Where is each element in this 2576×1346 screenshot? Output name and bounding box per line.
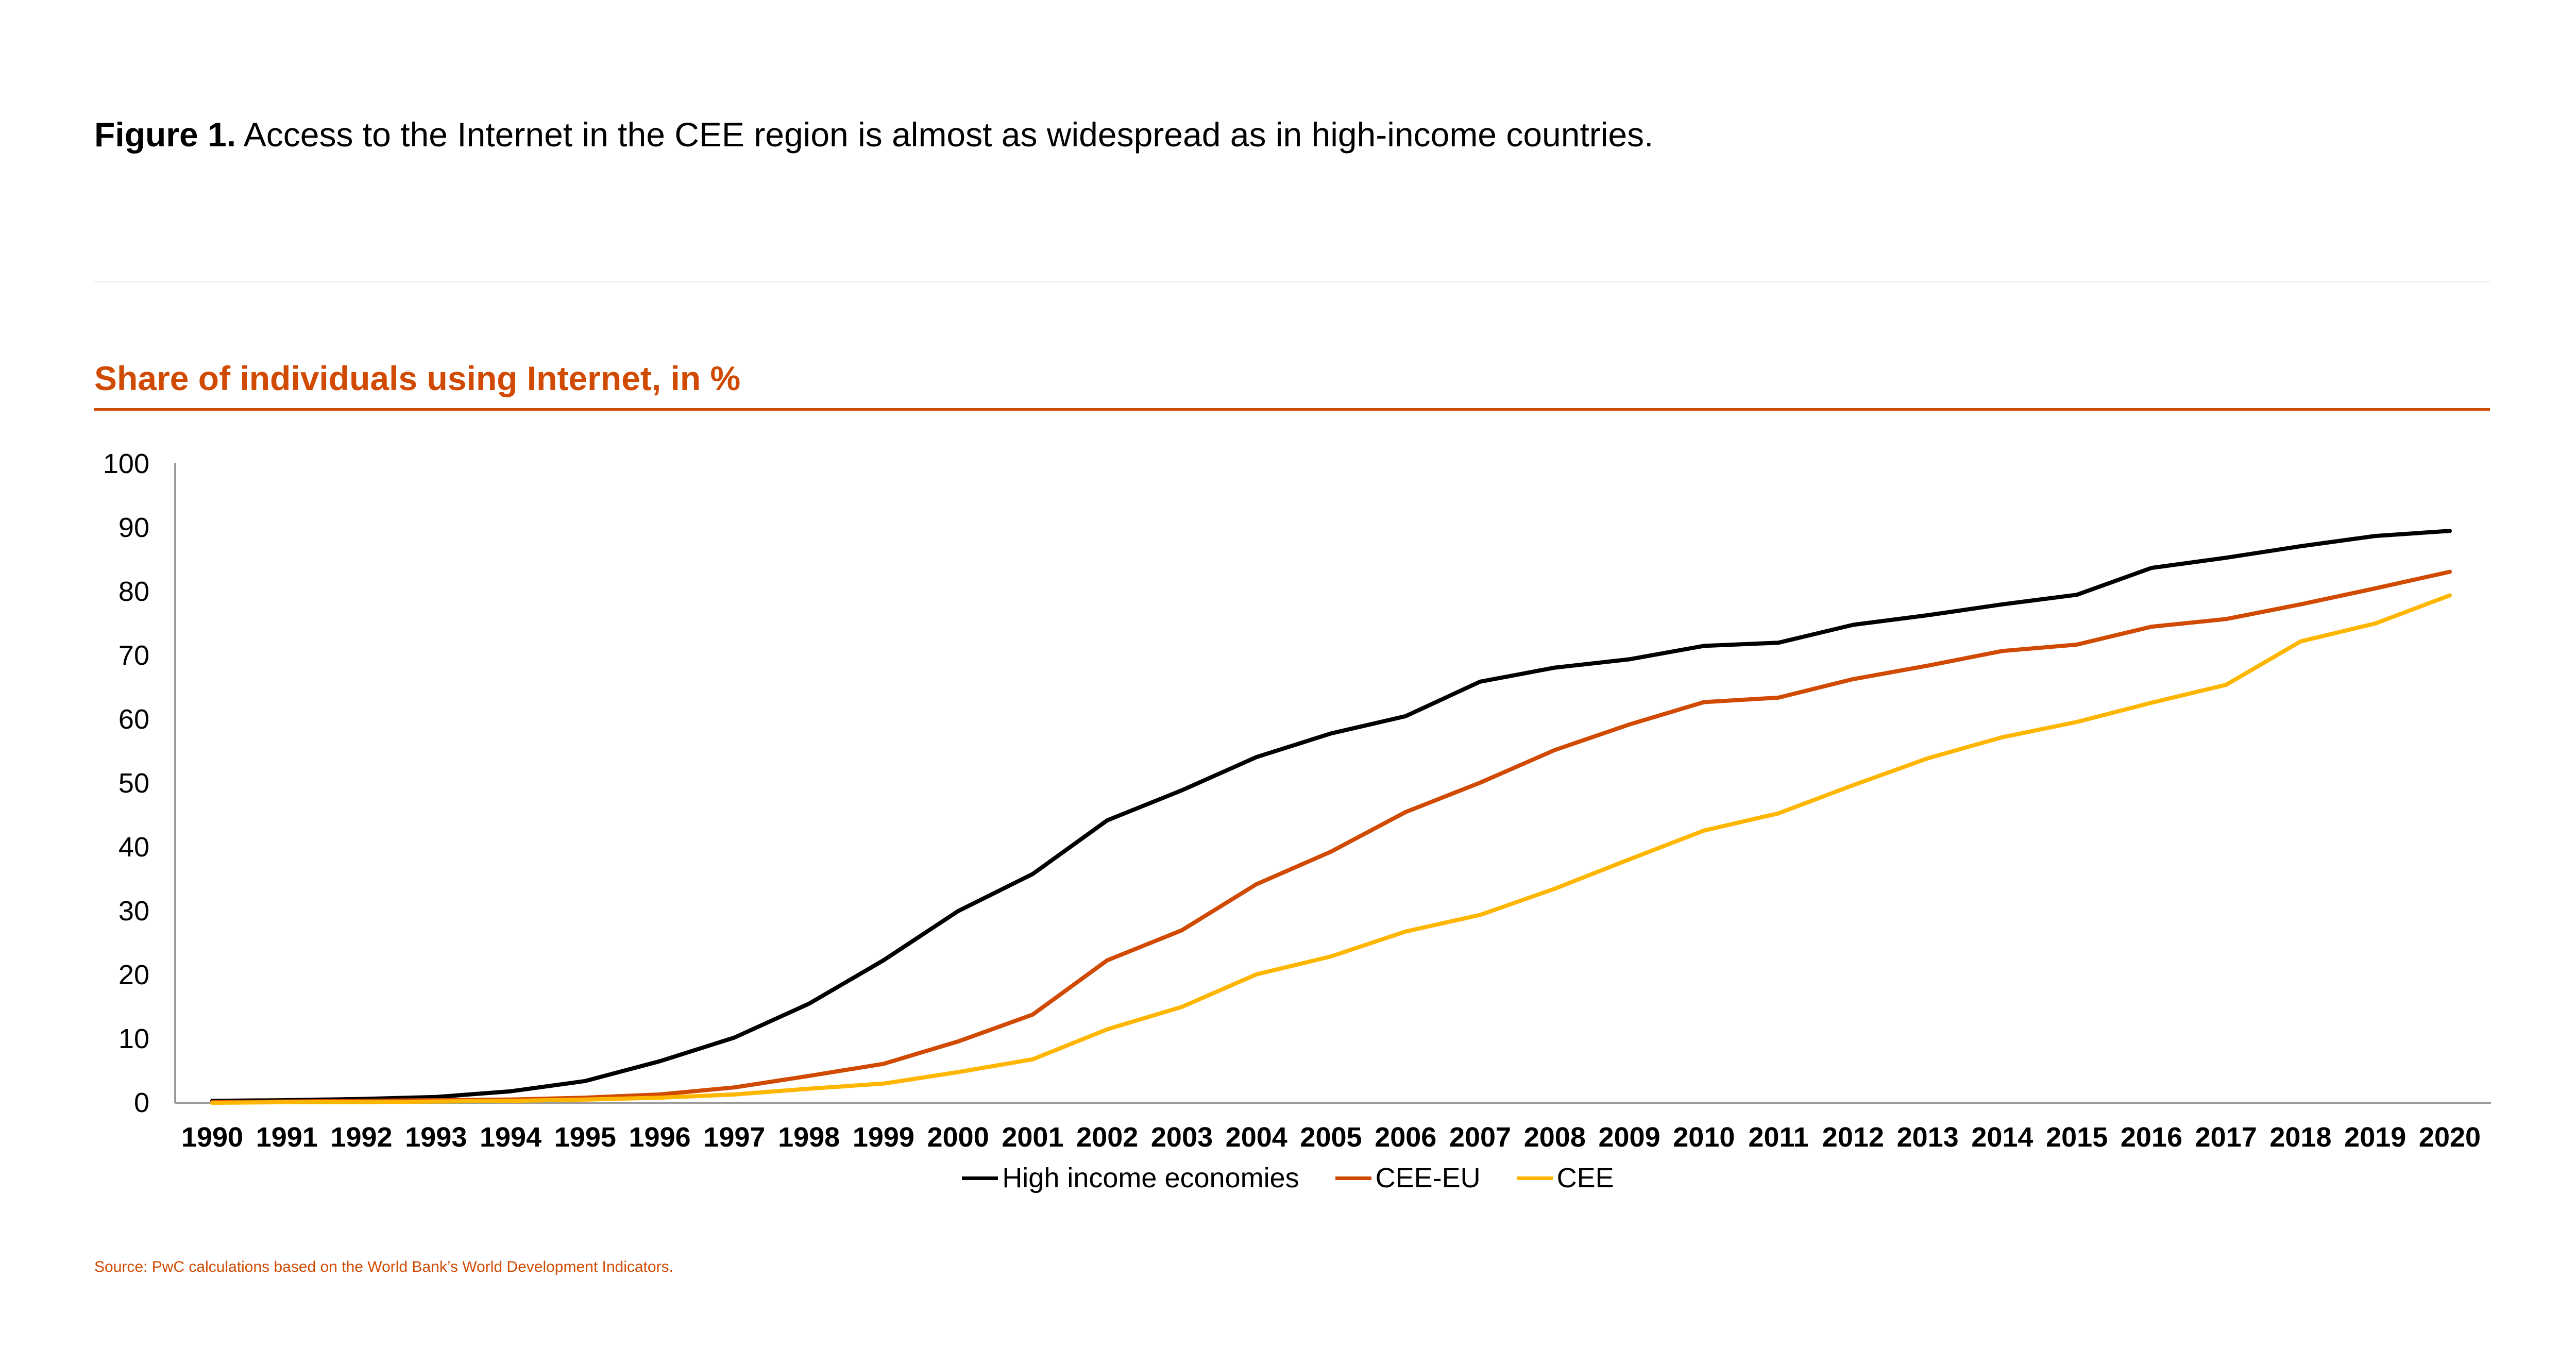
- chart-axes: [174, 463, 2491, 1104]
- x-tick-label: 2017: [2195, 1122, 2257, 1153]
- x-tick-label: 2016: [2121, 1122, 2182, 1153]
- x-tick-label: 2009: [1598, 1122, 1660, 1153]
- x-tick-label: 2003: [1151, 1122, 1213, 1153]
- legend-swatch: [1335, 1176, 1371, 1180]
- legend-label: CEE: [1556, 1163, 1614, 1193]
- x-tick-label: 1997: [703, 1122, 765, 1153]
- legend-swatch: [1516, 1176, 1553, 1180]
- series-line-cee-eu: [210, 569, 2452, 1104]
- x-tick-label: 1992: [330, 1122, 392, 1153]
- x-tick-label: 2011: [1749, 1122, 1809, 1153]
- x-tick-label: 2007: [1449, 1122, 1511, 1153]
- x-tick-label: 1998: [778, 1122, 840, 1153]
- title-underline: [94, 408, 2490, 411]
- x-tick-label: 1999: [853, 1122, 914, 1153]
- chart-legend: High income economies CEE-EU CEE: [0, 1162, 2576, 1194]
- x-tick-label: 2019: [2344, 1122, 2406, 1153]
- y-tick-label: 60: [118, 704, 149, 735]
- y-tick-label: 40: [118, 832, 149, 863]
- x-tick-label: 2012: [1822, 1122, 1884, 1153]
- x-tick-label: 2010: [1673, 1122, 1735, 1153]
- source-note: Source: PwC calculations based on the Wo…: [94, 1258, 673, 1275]
- x-tick-label: 1993: [405, 1122, 467, 1153]
- y-axis-ticks: 0 10 20 30 40 50 60 70 80 90 100: [103, 448, 149, 1118]
- y-tick-label: 10: [118, 1023, 149, 1054]
- figure-label: Figure 1.: [94, 115, 236, 154]
- chart-title: Share of individuals using Internet, in …: [94, 359, 741, 397]
- x-tick-label: 2018: [2269, 1122, 2331, 1153]
- series-line-high-income-economies: [210, 529, 2452, 1103]
- y-tick-label: 80: [118, 576, 149, 607]
- x-tick-label: 2013: [1897, 1122, 1959, 1153]
- legend-label: CEE-EU: [1375, 1163, 1481, 1193]
- y-tick-label: 50: [118, 768, 149, 799]
- x-tick-label: 2000: [927, 1122, 989, 1153]
- x-tick-label: 1994: [480, 1122, 541, 1153]
- legend-item: CEE: [1516, 1162, 1614, 1194]
- x-tick-label: 2001: [1002, 1122, 1063, 1153]
- x-tick-label: 2006: [1375, 1122, 1436, 1153]
- x-tick-label: 1991: [256, 1122, 318, 1153]
- x-tick-label: 2004: [1226, 1122, 1287, 1153]
- y-tick-label: 100: [103, 448, 149, 479]
- y-tick-label: 20: [118, 960, 149, 990]
- x-tick-label: 2015: [2046, 1122, 2108, 1153]
- y-tick-label: 30: [118, 896, 149, 927]
- x-tick-label: 1996: [629, 1122, 691, 1153]
- x-tick-label: 2014: [1971, 1122, 2033, 1153]
- x-tick-label: 2002: [1076, 1122, 1138, 1153]
- x-tick-label: 2008: [1524, 1122, 1586, 1153]
- divider: [94, 281, 2490, 282]
- figure-caption: Figure 1. Access to the Internet in the …: [94, 114, 1653, 155]
- figure-caption-text: Access to the Internet in the CEE region…: [243, 115, 1654, 154]
- series-line-cee: [210, 593, 2452, 1105]
- chart-series: [210, 529, 2452, 1105]
- legend-item: High income economies: [962, 1162, 1299, 1194]
- legend-item: CEE-EU: [1335, 1162, 1481, 1194]
- legend-label: High income economies: [1002, 1163, 1299, 1193]
- y-tick-label: 70: [118, 640, 149, 671]
- x-tick-label: 1990: [181, 1122, 243, 1153]
- x-tick-label: 2020: [2419, 1122, 2481, 1153]
- y-tick-label: 90: [118, 512, 149, 543]
- x-tick-label: 2005: [1300, 1122, 1362, 1153]
- x-tick-label: 1995: [554, 1122, 616, 1153]
- y-tick-label: 0: [134, 1087, 149, 1118]
- x-axis-ticks: 1990 1991 1992 1993 1994 1995 1996 1997 1998 1999…: [181, 1122, 2481, 1153]
- legend-swatch: [962, 1176, 998, 1180]
